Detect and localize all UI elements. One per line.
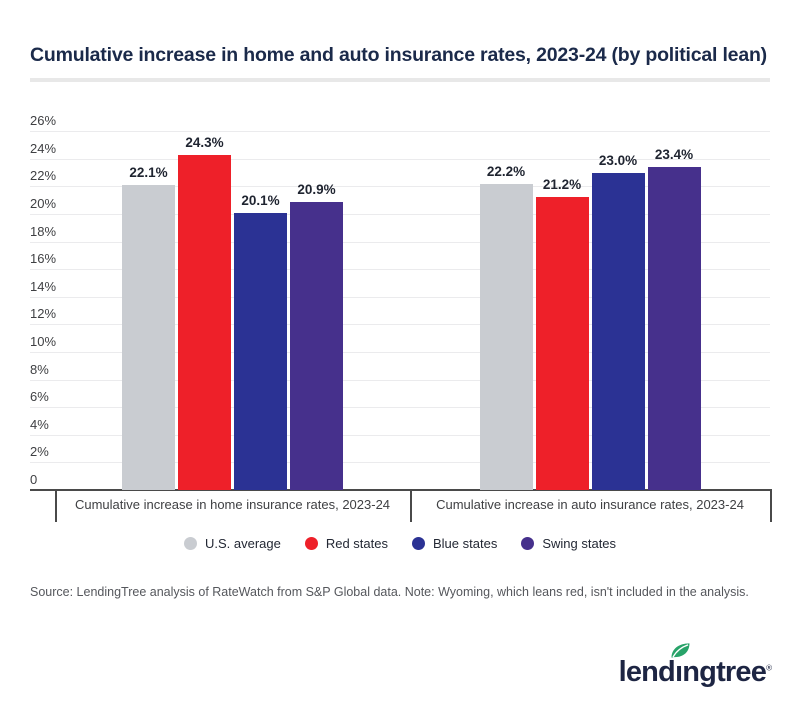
bar-chart-plot-area: 0 2% 4% 6% 8% 10% 12% 14% 16% 18% 20% 22% 24% 26% 22.1… <box>30 113 772 522</box>
bar-u-s-average <box>122 185 175 490</box>
legend-swatch-icon <box>304 537 318 550</box>
y-axis-tick-label: 2% <box>30 444 49 460</box>
legend-item-u-s-average: U.S. average <box>183 536 281 551</box>
x-axis-line <box>30 489 771 491</box>
logo-letter-i: ı <box>671 643 690 687</box>
legend-swatch-icon <box>412 537 425 550</box>
x-axis-tick <box>410 489 412 522</box>
gridline <box>30 241 770 243</box>
bar-blue-states <box>591 172 645 490</box>
y-axis-tick-label: 22% <box>30 168 57 184</box>
bar-value-label: 22.2% <box>486 163 526 179</box>
x-axis-tick <box>770 489 772 522</box>
bar-swing-states <box>647 167 701 490</box>
gridline <box>30 214 770 215</box>
bar-blue-states <box>234 212 287 490</box>
legend-swatch-icon <box>521 537 535 550</box>
gridline <box>30 324 770 326</box>
y-axis-tick-label: 24% <box>30 140 57 156</box>
lendingtree-logo: lend ıngtree® <box>618 643 772 688</box>
bar-swing-states <box>290 201 343 490</box>
source-note: Source: LendingTree analysis of RateWatc… <box>30 585 749 599</box>
y-axis-tick-label: 10% <box>30 334 57 349</box>
title-divider <box>30 78 770 82</box>
bar-value-label: 22.1% <box>129 165 168 181</box>
legend-label: Swing states <box>542 536 617 551</box>
gridline <box>30 462 770 464</box>
gridline <box>30 269 770 271</box>
bar-u-s-average <box>479 183 533 490</box>
bar-value-label: 24.3% <box>185 134 224 150</box>
gridline <box>30 131 770 133</box>
logo-text-post: ngtree <box>682 656 767 688</box>
y-axis-tick-label: 26% <box>30 113 57 129</box>
legend-item-red-states: Red states <box>304 536 388 551</box>
y-axis-tick-label: 16% <box>30 251 57 267</box>
y-axis-tick-label: 18% <box>30 223 57 239</box>
bar-value-label: 20.1% <box>241 192 280 208</box>
y-axis-tick-label: 14% <box>30 278 57 294</box>
gridline <box>30 296 770 298</box>
chart-legend: U.S. average Red states Blue states Swing s… <box>0 536 800 551</box>
gridline <box>30 186 770 188</box>
category-label: Cumulative increase in home insurance ra… <box>74 497 391 512</box>
y-axis-tick-label: 8% <box>30 361 49 377</box>
legend-label: Blue states <box>433 536 498 551</box>
gridline <box>30 407 770 409</box>
legend-item-blue-states: Blue states <box>412 536 497 551</box>
registered-mark: ® <box>766 663 772 673</box>
y-axis-tick-label: 4% <box>30 416 49 432</box>
logo-text-pre: lend <box>618 656 676 688</box>
bar-value-label: 21.2% <box>542 177 582 193</box>
chart-title: Cumulative increase in home and auto ins… <box>30 44 767 66</box>
y-axis-tick-label: 6% <box>30 389 49 405</box>
bar-red-states <box>178 154 231 490</box>
bar-value-label: 23.0% <box>598 152 638 168</box>
y-axis-tick-label: 12% <box>30 306 57 322</box>
gridline <box>30 158 770 160</box>
y-axis-tick-label: 0 <box>30 472 38 487</box>
bar-red-states <box>535 197 589 490</box>
gridline <box>30 434 770 436</box>
legend-label: U.S. average <box>204 536 281 551</box>
legend-swatch-icon <box>183 537 197 550</box>
gridline <box>30 379 770 381</box>
leaf-icon <box>671 643 690 658</box>
y-axis-tick-label: 20% <box>30 196 57 211</box>
legend-item-swing-states: Swing states <box>521 536 616 551</box>
bar-value-label: 23.4% <box>654 147 694 163</box>
gridline <box>30 352 770 353</box>
x-axis-tick <box>55 489 57 522</box>
legend-label: Red states <box>325 536 388 551</box>
category-label: Cumulative increase in auto insurance ra… <box>436 497 744 512</box>
bar-value-label: 20.9% <box>297 181 336 197</box>
